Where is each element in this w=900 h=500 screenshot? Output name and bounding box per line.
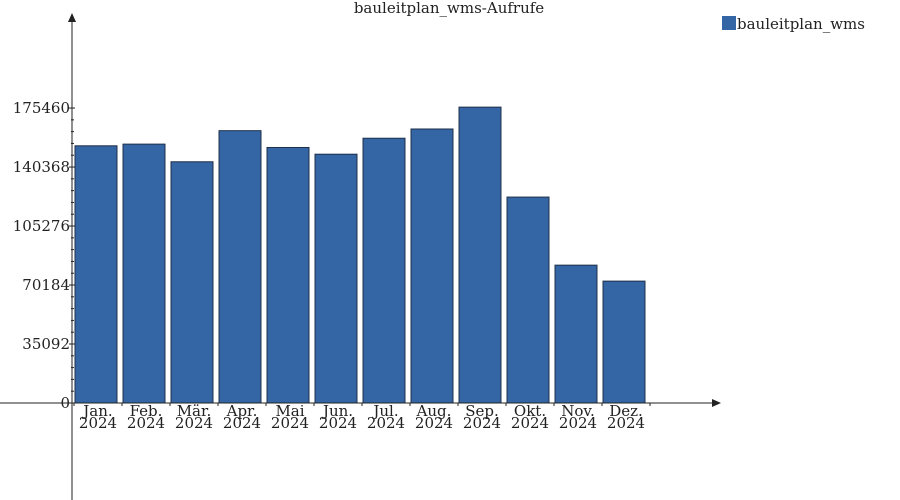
bar-12 xyxy=(602,280,646,404)
x-tick-label: Okt. 2024 xyxy=(511,402,549,432)
x-tick-label: Jan. 2024 xyxy=(79,402,117,432)
bar-8 xyxy=(410,128,454,404)
bar-10 xyxy=(506,196,550,404)
legend: bauleitplan_wms xyxy=(722,15,865,33)
x-tick-label: Mai 2024 xyxy=(271,402,309,432)
bar-6 xyxy=(314,153,358,404)
bar-9 xyxy=(458,106,502,404)
bar-2 xyxy=(122,143,166,404)
bar-4 xyxy=(218,130,262,404)
x-tick-label: Mär. 2024 xyxy=(175,402,213,432)
bars xyxy=(74,106,646,404)
x-axis-arrow xyxy=(712,399,721,407)
legend-label: bauleitplan_wms xyxy=(737,15,865,33)
x-tick-label: Jun. 2024 xyxy=(319,402,357,432)
y-tick-label: 175460 xyxy=(13,99,70,117)
y-tick-label: 105276 xyxy=(13,217,70,235)
y-tick-label: 140368 xyxy=(13,158,70,176)
chart-title: bauleitplan_wms-Aufrufe xyxy=(354,0,544,17)
x-tick-label: Apr. 2024 xyxy=(223,402,261,432)
x-tick-label: Dez. 2024 xyxy=(607,402,645,432)
y-tick-label: 35092 xyxy=(22,335,70,353)
x-tick-label: Nov. 2024 xyxy=(559,402,597,432)
y-tick-label: 70184 xyxy=(22,276,70,294)
bar-1 xyxy=(74,145,118,404)
y-axis-arrow xyxy=(68,13,76,22)
x-tick-label: Aug. 2024 xyxy=(415,402,453,432)
legend-swatch xyxy=(722,16,736,30)
x-tick-label: Feb. 2024 xyxy=(127,402,165,432)
x-tick-label: Sep. 2024 xyxy=(463,402,501,432)
bar-7 xyxy=(362,137,406,404)
x-tick-label: Jul. 2024 xyxy=(367,402,405,432)
bar-5 xyxy=(266,146,310,404)
x-axis-ticks: Jan. 2024 Feb. 2024 Mär. 2024 Apr. 2024 Mai 2024 J… xyxy=(73,402,651,432)
bar-11 xyxy=(554,264,598,404)
bar-3 xyxy=(170,161,214,404)
